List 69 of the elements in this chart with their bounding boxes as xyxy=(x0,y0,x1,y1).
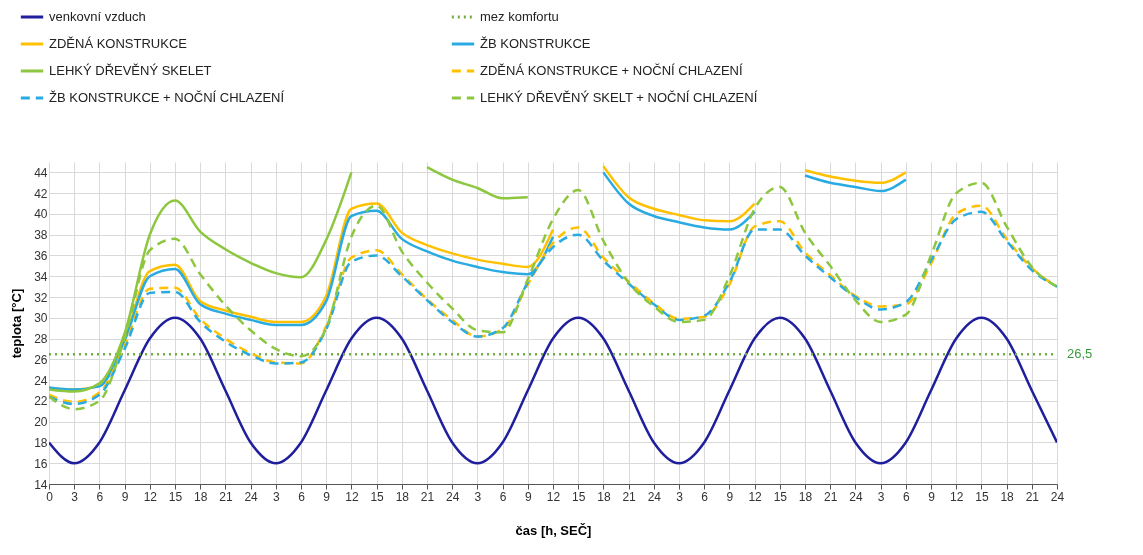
x-tick-label: 15 xyxy=(975,489,989,504)
y-tick-label: 42 xyxy=(34,186,48,201)
legend-label: ZDĚNÁ KONSTRUKCE xyxy=(49,36,188,51)
x-tick-label: 3 xyxy=(474,489,482,504)
x-tick-label: 21 xyxy=(622,489,637,504)
y-tick-label: 34 xyxy=(34,269,48,284)
y-tick-label: 32 xyxy=(34,290,48,305)
x-tick-label: 15 xyxy=(572,489,586,504)
y-tick-label: 28 xyxy=(34,332,48,347)
x-tick-label: 3 xyxy=(877,489,885,504)
x-tick-label: 6 xyxy=(701,489,709,504)
x-tick-label: 12 xyxy=(950,489,964,504)
y-tick-label: 16 xyxy=(34,456,48,471)
x-tick-label: 24 xyxy=(849,489,863,504)
x-tick-label: 12 xyxy=(748,489,763,504)
x-tick-label: 15 xyxy=(773,489,788,504)
x-tick-label: 21 xyxy=(420,489,435,504)
x-tick-label: 12 xyxy=(546,489,561,504)
x-tick-label: 18 xyxy=(798,489,813,504)
legend-label: venkovní vzduch xyxy=(49,9,146,24)
legend-label: LEHKÝ DŘEVĚNÝ SKELET xyxy=(49,63,212,78)
x-tick-label: 18 xyxy=(395,489,410,504)
x-tick-label: 9 xyxy=(524,489,532,504)
y-tick-label: 36 xyxy=(34,248,48,263)
y-tick-label: 18 xyxy=(34,435,48,450)
x-tick-label: 24 xyxy=(647,489,662,504)
x-tick-label: 15 xyxy=(168,489,183,504)
legend-label: LEHKÝ DŘEVĚNÝ SKELT + NOČNÍ CHLAZENÍ xyxy=(480,90,758,105)
x-tick-label: 0 xyxy=(46,489,54,504)
line-series xyxy=(49,316,1057,465)
legend-label: ZDĚNÁ KONSTRUKCE + NOČNÍ CHLAZENÍ xyxy=(480,63,743,78)
x-tick-label: 3 xyxy=(272,489,280,504)
x-tick-label: 6 xyxy=(499,489,507,504)
y-tick-label: 22 xyxy=(34,394,48,409)
x-tick-label: 3 xyxy=(71,489,79,504)
legend-label: ŽB KONSTRUKCE + NOČNÍ CHLAZENÍ xyxy=(49,90,285,105)
x-tick-label: 9 xyxy=(121,489,129,504)
x-tick-label: 12 xyxy=(143,489,158,504)
legend-label: mez komfortu xyxy=(480,9,559,24)
x-tick-label: 9 xyxy=(928,489,936,504)
x-tick-label: 24 xyxy=(1050,489,1065,504)
x-tick-label: 18 xyxy=(597,489,611,504)
x-tick-label: 12 xyxy=(345,489,359,504)
legend-label: ŽB KONSTRUKCE xyxy=(480,36,591,51)
y-tick-label: 38 xyxy=(34,228,48,243)
data-label: 26,5 xyxy=(1067,346,1093,362)
x-tick-label: 6 xyxy=(298,489,306,504)
x-tick-label: 24 xyxy=(446,489,460,504)
y-tick-label: 24 xyxy=(34,373,48,388)
x-tick-label: 21 xyxy=(824,489,838,504)
x-axis-title: čas [h, SEČ] xyxy=(515,522,592,538)
y-tick-label: 26 xyxy=(34,352,48,367)
x-tick-label: 24 xyxy=(244,489,259,504)
x-tick-label: 3 xyxy=(676,489,684,504)
y-tick-label: 44 xyxy=(34,165,48,180)
x-tick-label: 15 xyxy=(370,489,385,504)
x-tick-label: 18 xyxy=(194,489,208,504)
x-tick-label: 6 xyxy=(902,489,910,504)
x-tick-label: 21 xyxy=(219,489,233,504)
x-tick-label: 6 xyxy=(96,489,104,504)
y-tick-label: 40 xyxy=(34,207,48,222)
y-tick-label: 20 xyxy=(34,415,48,430)
x-tick-label: 18 xyxy=(1000,489,1015,504)
x-tick-label: 9 xyxy=(726,489,734,504)
x-tick-label: 9 xyxy=(323,489,331,504)
y-tick-label: 30 xyxy=(34,311,48,326)
x-tick-label: 21 xyxy=(1025,489,1040,504)
y-axis-title: teplota [°C] xyxy=(9,288,25,359)
y-tick-label: 14 xyxy=(34,477,48,492)
